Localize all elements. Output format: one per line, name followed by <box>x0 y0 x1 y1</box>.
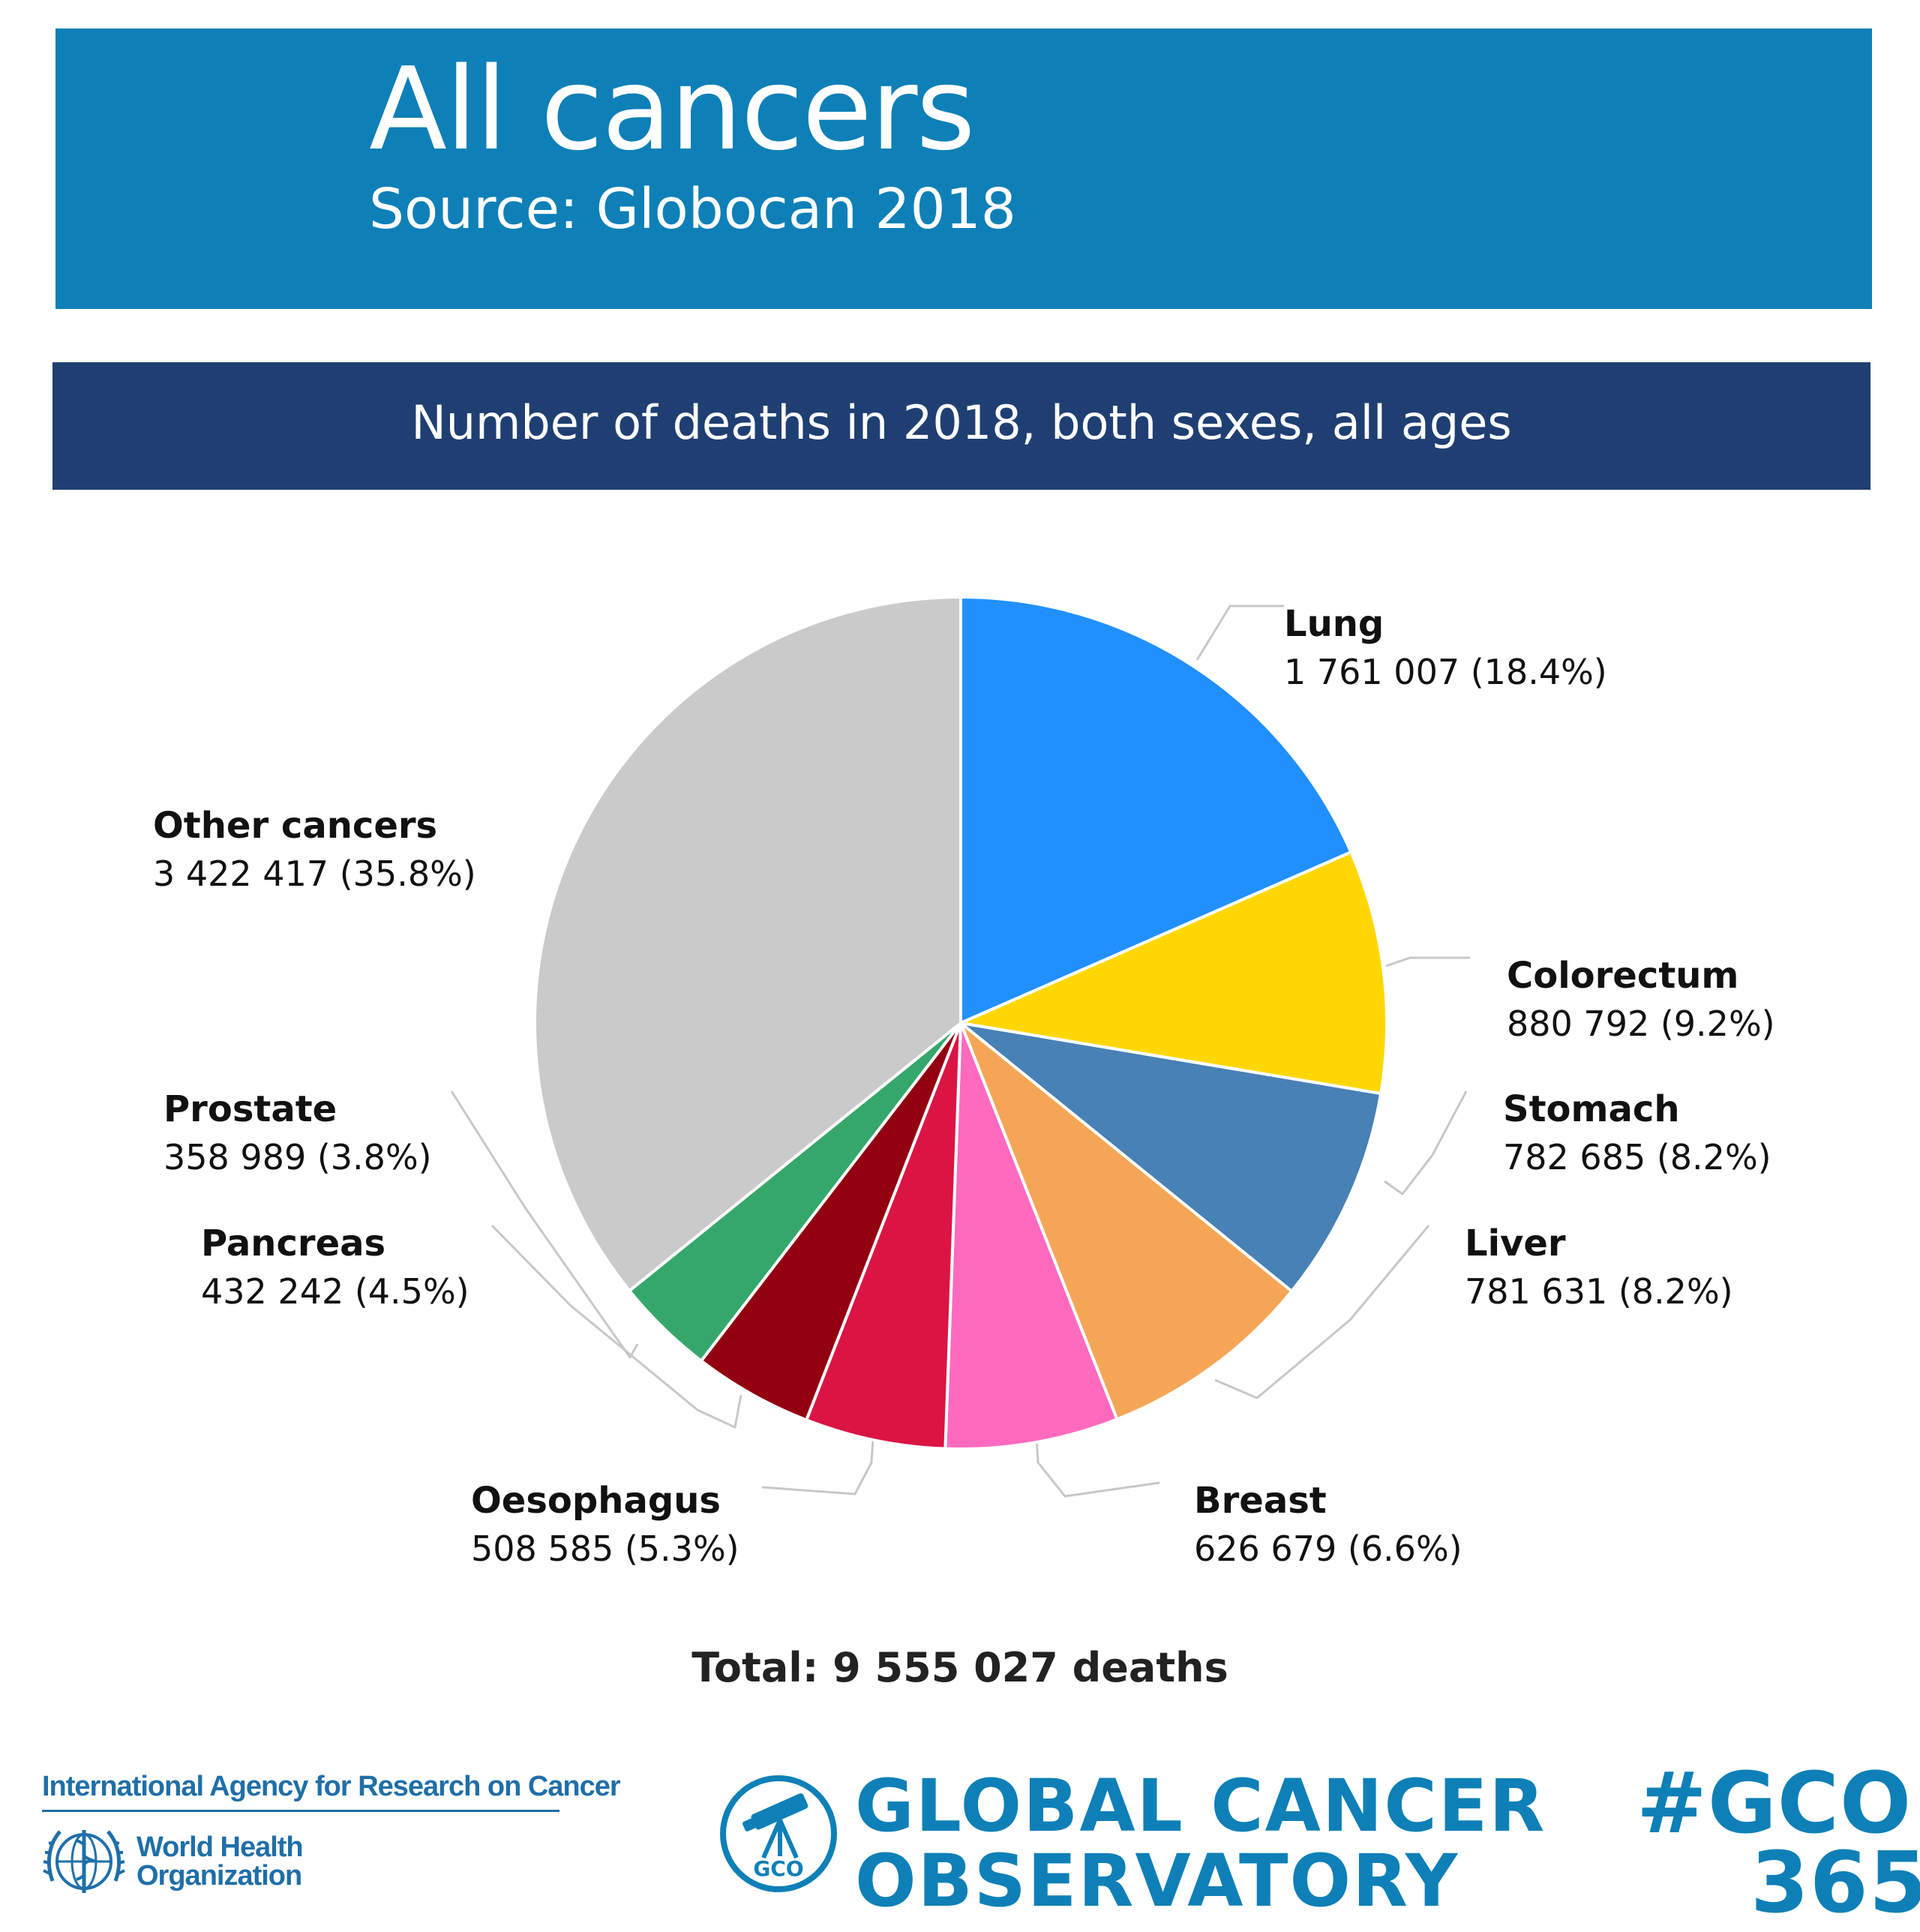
leader-line-pancreas <box>490 1224 742 1429</box>
gco-telescope-icon: GCO <box>720 1775 837 1892</box>
slice-label-lung: Lung <box>1284 603 1384 645</box>
slice-value-breast: 626 679 (6.6%) <box>1194 1528 1462 1569</box>
leader-line-liver <box>1214 1225 1430 1400</box>
pie-slice-breast <box>944 1022 1119 1450</box>
leader-line-lung <box>1196 604 1284 661</box>
slice-label-stomach: Stomach <box>1503 1088 1680 1130</box>
slice-label-pancreas: Pancreas <box>201 1222 386 1264</box>
pie-slice-colorectum <box>959 850 1388 1096</box>
hashtag-line-1: #GCO <box>1636 1755 1912 1852</box>
slice-label-other-cancers: Other cancers <box>153 805 437 847</box>
slice-value-other-cancers: 3 422 417 (35.8%) <box>153 854 476 894</box>
hashtag-line-2: 365 <box>1750 1834 1920 1932</box>
leader-line-stomach <box>1384 1090 1468 1196</box>
leader-line-prostate <box>450 1090 639 1359</box>
page-title: All cancers <box>369 43 976 176</box>
who-line-2: Organization <box>136 1860 302 1892</box>
gco-line-2: OBSERVATORY <box>855 1839 1460 1923</box>
who-name: World Health Organization <box>136 1832 304 1892</box>
leader-line-colorectum <box>1385 956 1470 968</box>
source-line: Source: Globocan 2018 <box>369 177 1016 242</box>
gco-wordmark: GLOBAL CANCER OBSERVATORY <box>855 1768 1546 1918</box>
slice-label-breast: Breast <box>1194 1480 1327 1522</box>
leader-line-oesophagus <box>761 1438 874 1496</box>
pie-slice-liver <box>959 1022 1294 1421</box>
slice-label-liver: Liver <box>1465 1222 1566 1264</box>
hashtag-gco365: #GCO 365 <box>1636 1755 1920 1932</box>
iarc-name: International Agency for Research on Can… <box>42 1771 621 1802</box>
pie-slice-lung <box>959 596 1353 1024</box>
slice-value-oesophagus: 508 585 (5.3%) <box>471 1528 740 1569</box>
iarc-underline <box>42 1810 560 1812</box>
who-emblem-icon <box>43 1830 125 1893</box>
gco-emblem-text: GCO <box>753 1856 803 1881</box>
pie-slice-stomach <box>959 1022 1383 1293</box>
slice-label-colorectum: Colorectum <box>1507 955 1738 997</box>
pie-slice-pancreas <box>699 1022 962 1422</box>
slice-value-pancreas: 432 242 (4.5%) <box>201 1271 470 1312</box>
slice-value-stomach: 782 685 (8.2%) <box>1503 1137 1772 1178</box>
leader-line-breast <box>1035 1438 1160 1498</box>
slice-value-lung: 1 761 007 (18.4%) <box>1284 652 1607 692</box>
subheader-banner: Number of deaths in 2018, both sexes, al… <box>52 362 1870 490</box>
slice-label-prostate: Prostate <box>164 1088 337 1130</box>
chart-title: Number of deaths in 2018, both sexes, al… <box>411 395 1512 450</box>
total-deaths: Total: 9 555 027 deaths <box>692 1644 1228 1691</box>
slice-label-oesophagus: Oesophagus <box>471 1480 721 1522</box>
slice-value-prostate: 358 989 (3.8%) <box>164 1137 432 1178</box>
pie-slice-oesophagus <box>805 1022 962 1450</box>
title-banner <box>56 28 1872 309</box>
gco-line-1: GLOBAL CANCER <box>855 1764 1546 1848</box>
slice-value-colorectum: 880 792 (9.2%) <box>1507 1004 1775 1044</box>
slice-value-liver: 781 631 (8.2%) <box>1465 1271 1733 1312</box>
pie-slice-other-cancers <box>533 596 962 1293</box>
who-line-1: World Health <box>136 1832 304 1863</box>
